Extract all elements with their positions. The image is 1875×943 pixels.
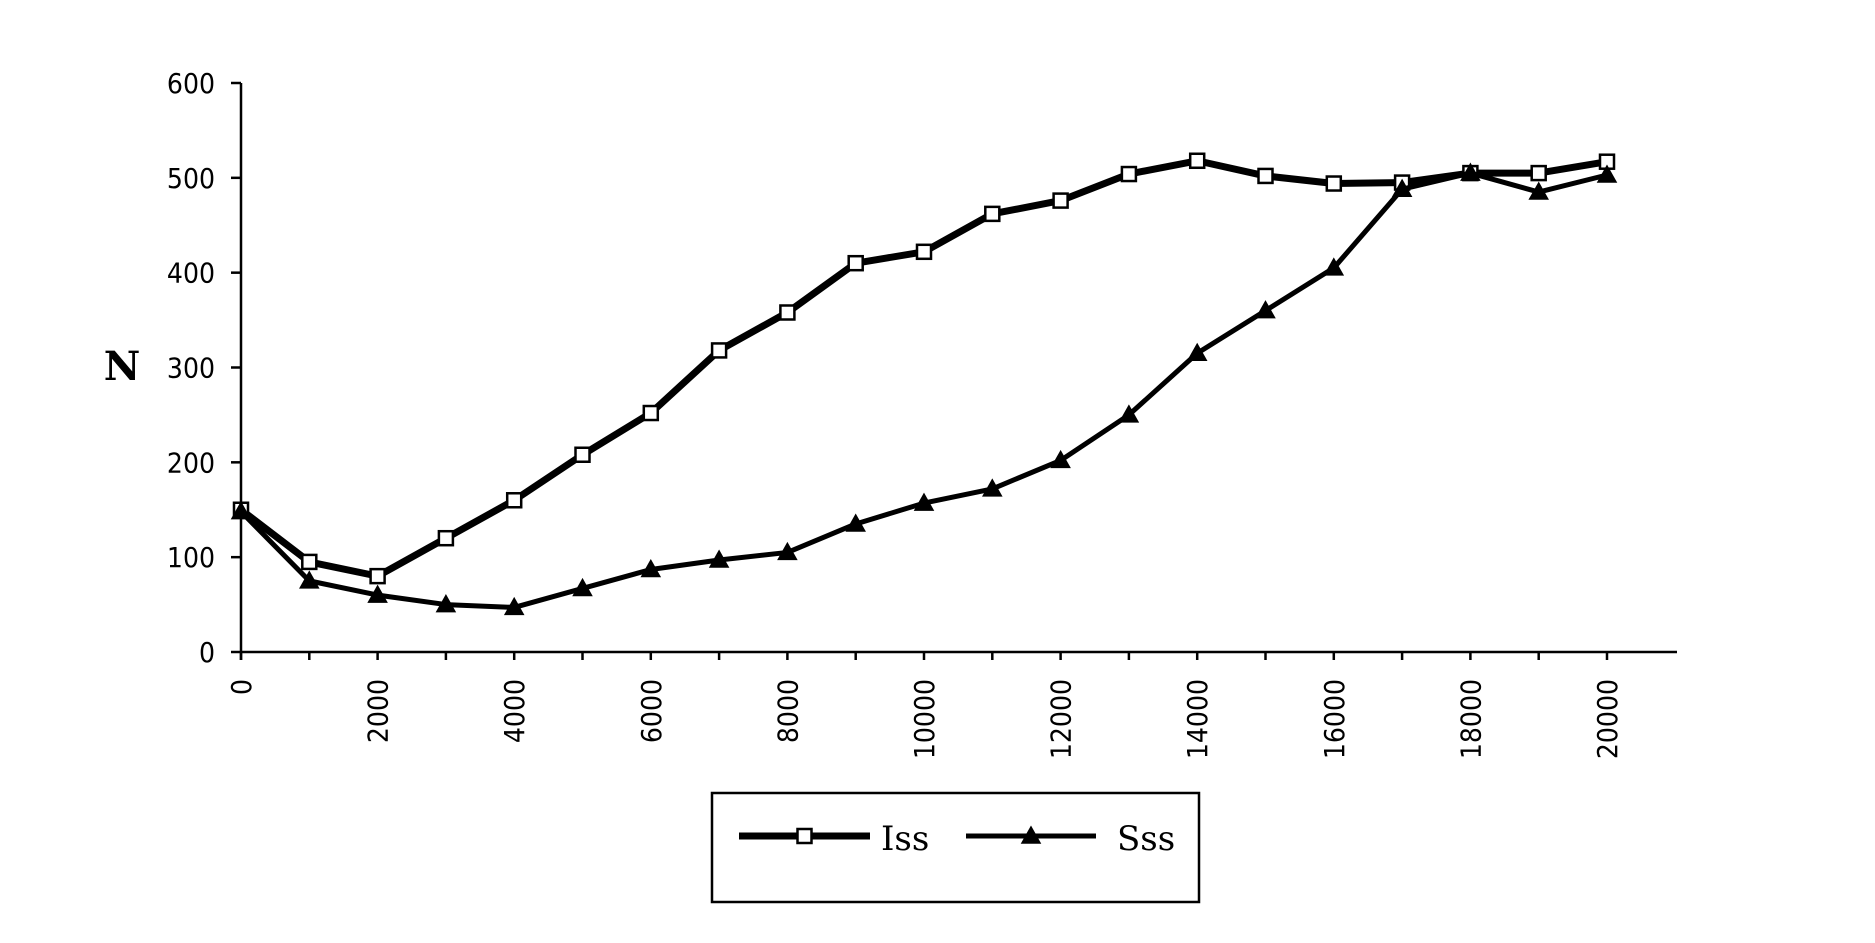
data-point bbox=[1050, 449, 1071, 469]
data-point bbox=[982, 478, 1003, 497]
x-tick-label: 14000 bbox=[1181, 679, 1214, 759]
legend: Iss Sss bbox=[710, 791, 1201, 904]
data-point bbox=[437, 529, 455, 547]
x-tick-label: 8000 bbox=[771, 679, 804, 743]
data-point bbox=[1528, 181, 1549, 200]
series-layer bbox=[230, 152, 1618, 616]
x-tick-label: 20000 bbox=[1591, 679, 1624, 759]
x-tick-label: 16000 bbox=[1318, 679, 1351, 759]
data-point bbox=[1460, 162, 1481, 181]
x-tick-label: 0 bbox=[225, 679, 258, 695]
data-point bbox=[1391, 178, 1413, 197]
data-point bbox=[1120, 165, 1138, 183]
data-point bbox=[1596, 164, 1618, 183]
data-point bbox=[299, 570, 320, 589]
legend-swatch-marker bbox=[796, 827, 813, 845]
legend-label: Sss bbox=[1117, 819, 1175, 859]
data-point bbox=[1530, 164, 1547, 182]
data-point bbox=[777, 541, 798, 561]
x-axis-ticks: 0 2000 4000 6000 8000 10000 12000 14000 16000 180… bbox=[225, 652, 1624, 759]
data-point bbox=[779, 304, 796, 321]
data-point bbox=[1186, 342, 1208, 362]
series-sss bbox=[230, 162, 1618, 616]
x-tick-label: 2000 bbox=[362, 679, 395, 743]
data-point bbox=[230, 501, 252, 520]
series-line bbox=[237, 157, 1611, 580]
data-point bbox=[642, 404, 660, 422]
legend-items: Iss Sss bbox=[739, 819, 1175, 859]
data-point bbox=[710, 342, 728, 359]
data-point bbox=[369, 567, 386, 585]
data-point bbox=[301, 553, 318, 571]
y-tick-label: 300 bbox=[167, 352, 215, 385]
legend-item-sss: Sss bbox=[966, 819, 1175, 859]
y-axis-label: N bbox=[104, 343, 141, 390]
data-point bbox=[984, 205, 1001, 223]
x-tick-label: 18000 bbox=[1454, 679, 1487, 759]
axes bbox=[239, 83, 1677, 660]
data-point bbox=[1118, 404, 1140, 423]
x-tick-label: 4000 bbox=[498, 679, 531, 743]
data-point bbox=[1255, 300, 1276, 319]
y-tick-label: 600 bbox=[167, 67, 215, 100]
data-point bbox=[1323, 257, 1345, 276]
data-point bbox=[367, 584, 388, 603]
data-point bbox=[915, 243, 933, 261]
x-tick-label: 10000 bbox=[908, 679, 941, 759]
data-point bbox=[913, 492, 935, 511]
y-tick-label: 400 bbox=[167, 257, 215, 290]
legend-label: Iss bbox=[881, 819, 929, 859]
data-point bbox=[435, 594, 457, 613]
legend-box bbox=[710, 791, 1201, 904]
legend-swatch-marker bbox=[1020, 825, 1042, 844]
data-point bbox=[574, 446, 591, 463]
x-tick-label: 6000 bbox=[635, 679, 668, 743]
data-point bbox=[505, 492, 523, 509]
data-point bbox=[640, 558, 662, 578]
y-tick-label: 500 bbox=[167, 162, 215, 195]
data-point bbox=[503, 596, 525, 616]
data-point bbox=[1325, 175, 1343, 192]
data-point bbox=[847, 254, 864, 272]
data-point bbox=[1188, 152, 1206, 170]
y-tick-label: 0 bbox=[199, 636, 215, 669]
series-iss bbox=[232, 152, 1616, 585]
y-axis-ticks: 0 100 200 300 400 500 600 bbox=[167, 67, 241, 669]
legend-item-iss: Iss bbox=[739, 819, 929, 859]
y-tick-label: 200 bbox=[167, 446, 215, 479]
data-point bbox=[845, 513, 866, 532]
data-point bbox=[1052, 192, 1069, 209]
data-point bbox=[572, 577, 593, 597]
x-tick-label: 12000 bbox=[1045, 679, 1078, 759]
data-point bbox=[1257, 167, 1274, 185]
data-point bbox=[708, 549, 730, 568]
y-tick-label: 100 bbox=[167, 541, 215, 574]
